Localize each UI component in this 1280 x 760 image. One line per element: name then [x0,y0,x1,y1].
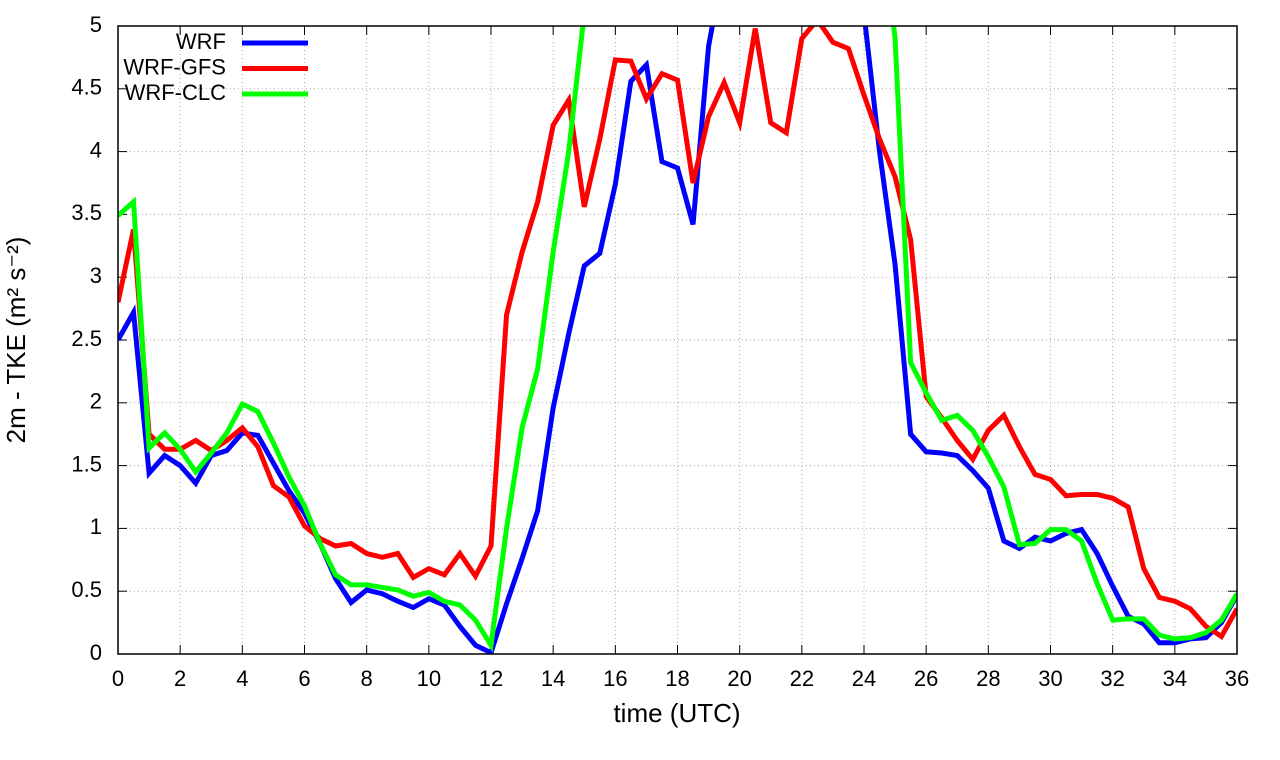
plot-frame [117,25,1238,655]
x-tick-label: 32 [1100,666,1124,691]
x-tick-label: 34 [1163,666,1187,691]
legend-label: WRF-CLC [125,80,227,105]
x-tick-label: 22 [790,666,814,691]
x-axis-title: time (UTC) [613,698,740,728]
y-tick-label: 2 [90,389,102,414]
x-tick-label: 26 [914,666,938,691]
y-tick-label: 0.5 [71,577,102,602]
y-tick-label: 1 [90,514,102,539]
y-tick-label: 4 [90,137,102,162]
legend-label: WRF [176,29,226,54]
x-tick-label: 4 [236,666,248,691]
series-line [118,26,1237,653]
x-tick-label: 12 [479,666,503,691]
y-tick-label: 0 [90,640,102,665]
x-tick-label: 28 [976,666,1000,691]
y-tick-label: 1.5 [71,451,102,476]
y-axis-title: 2m - TKE (m² s⁻²) [1,237,31,444]
series-line [118,26,1237,640]
x-tick-label: 20 [727,666,751,691]
x-tick-label: 8 [361,666,373,691]
x-tick-label: 14 [541,666,565,691]
grid [117,25,1238,655]
x-tick-label: 24 [852,666,876,691]
series-line [118,26,1237,654]
x-tick-label: 36 [1225,666,1249,691]
y-tick-label: 4.5 [71,75,102,100]
x-tick-label: 2 [174,666,186,691]
x-tick-label: 30 [1038,666,1062,691]
x-tick-label: 10 [417,666,441,691]
y-tick-label: 3 [90,263,102,288]
x-tick-label: 0 [112,666,124,691]
y-tick-label: 3.5 [71,200,102,225]
y-tick-label: 5 [90,12,102,37]
x-tick-label: 18 [665,666,689,691]
legend-label: WRF-GFS [123,54,226,79]
y-tick-label: 2.5 [71,326,102,351]
plot-lines [118,26,1237,654]
x-tick-label: 6 [298,666,310,691]
x-tick-label: 16 [603,666,627,691]
